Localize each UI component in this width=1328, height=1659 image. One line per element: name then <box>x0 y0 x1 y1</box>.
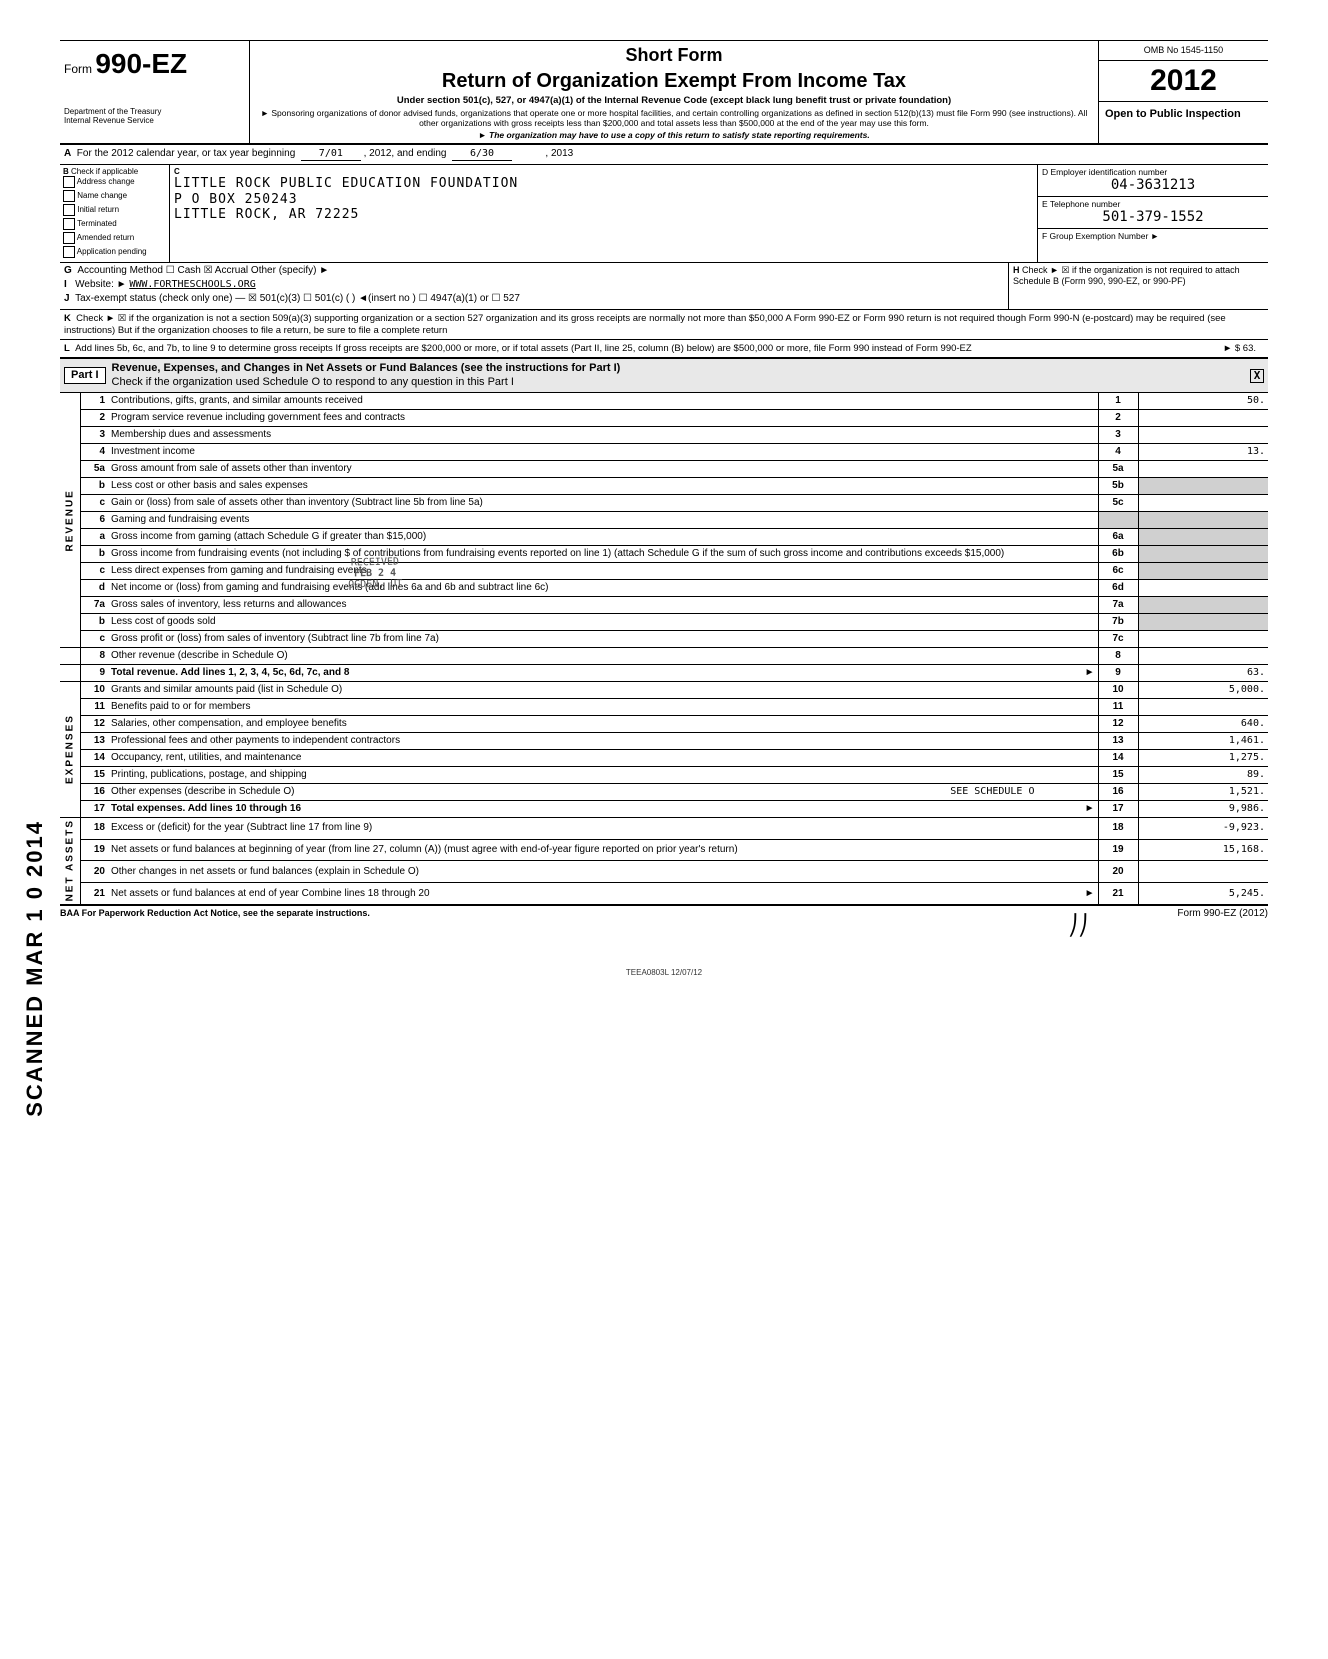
a-text: For the 2012 calendar year, or tax year … <box>77 148 295 159</box>
line-4: 4Investment income413. <box>60 443 1268 460</box>
website: WWW.FORTHESCHOOLS.ORG <box>129 279 255 290</box>
col-def: D Employer identification number 04-3631… <box>1038 165 1268 263</box>
col-b: B Check if applicable Address change Nam… <box>60 165 170 263</box>
line-12: 12Salaries, other compensation, and empl… <box>60 715 1268 732</box>
part1-header: Part I Revenue, Expenses, and Changes in… <box>60 358 1268 392</box>
dept-treasury: Department of the Treasury Internal Reve… <box>64 107 245 126</box>
subtitle: Under section 501(c), 527, or 4947(a)(1)… <box>258 95 1090 106</box>
header-left: Form 990-EZ Department of the Treasury I… <box>60 41 250 143</box>
form-number: 990-EZ <box>95 48 187 79</box>
received-stamp: RECEIVEDFEB 2 4OGDEN, UT <box>348 556 403 590</box>
a-mid: , 2012, and ending <box>364 148 447 159</box>
line-11: 11Benefits paid to or for members11 <box>60 698 1268 715</box>
line-7a: 7aGross sales of inventory, less returns… <box>60 596 1268 613</box>
line-6d: dNet income or (loss) from gaming and fu… <box>60 579 1268 596</box>
l-amount: ► $ 63. <box>1104 343 1264 354</box>
org-addr1: P O BOX 250243 <box>174 192 1033 208</box>
title-return: Return of Organization Exempt From Incom… <box>258 69 1090 93</box>
row-ghij: G Accounting Method ☐ Cash ☒ Accrual Oth… <box>60 263 1268 310</box>
line16-extra: SEE SCHEDULE O <box>950 786 1094 798</box>
b-item-1[interactable]: Name change <box>63 190 166 202</box>
line-7c: cGross profit or (loss) from sales of in… <box>60 630 1268 647</box>
b-item-0[interactable]: Address change <box>63 176 166 188</box>
line-6: 6Gaming and fundraising events <box>60 511 1268 528</box>
line-18: NET ASSETS 18Excess or (deficit) for the… <box>60 817 1268 839</box>
side-expenses: EXPENSES <box>60 681 80 817</box>
header-right: OMB No 1545-1150 2012 Open to Public Ins… <box>1098 41 1268 143</box>
line-5b: bLess cost or other basis and sales expe… <box>60 477 1268 494</box>
row-l: L Add lines 5b, 6c, and 7b, to line 9 to… <box>60 340 1268 358</box>
row-a: A For the 2012 calendar year, or tax yea… <box>60 145 1268 165</box>
footer-left: BAA For Paperwork Reduction Act Notice, … <box>60 908 1177 920</box>
side-netassets: NET ASSETS <box>60 817 80 904</box>
line-5a: 5aGross amount from sale of assets other… <box>60 460 1268 477</box>
part1-label: Part I <box>64 367 106 384</box>
line-2: 2Program service revenue including gover… <box>60 409 1268 426</box>
b-item-5[interactable]: Application pending <box>63 246 166 258</box>
line-6c: c Less direct expenses from gaming and f… <box>60 562 1268 579</box>
scanned-stamp: SCANNED MAR 1 0 2014 <box>22 820 48 1117</box>
line-20: 20Other changes in net assets or fund ba… <box>60 861 1268 883</box>
b-label: Check if applicable <box>71 167 138 176</box>
l-text: Add lines 5b, 6c, and 7b, to line 9 to d… <box>75 343 972 354</box>
open-to-public: Open to Public Inspection <box>1099 102 1268 127</box>
h-text: Check ► ☒ if the organization is not req… <box>1013 265 1240 286</box>
side-revenue: REVENUE <box>60 393 80 648</box>
row-k: K Check ► ☒ if the organization is not a… <box>60 310 1268 340</box>
f-cell: F Group Exemption Number ► <box>1038 229 1268 243</box>
org-name: LITTLE ROCK PUBLIC EDUCATION FOUNDATION <box>174 176 1033 192</box>
header-mid: Short Form Return of Organization Exempt… <box>250 41 1098 143</box>
part1-check[interactable]: X <box>1250 369 1264 383</box>
line-6a: aGross income from gaming (attach Schedu… <box>60 528 1268 545</box>
org-addr2: LITTLE ROCK, AR 72225 <box>174 207 1033 223</box>
h-cell: H Check ► ☒ if the organization is not r… <box>1008 263 1268 309</box>
line-5c: cGain or (loss) from sale of assets othe… <box>60 494 1268 511</box>
footer-right: Form 990-EZ (2012) <box>1177 908 1268 920</box>
line-6b: b Gross income from fundraising events (… <box>60 545 1268 562</box>
a-begin: 7/01 <box>301 148 361 161</box>
line-8: 8Other revenue (describe in Schedule O)8 <box>60 647 1268 664</box>
title-short-form: Short Form <box>258 45 1090 67</box>
line-9: 9Total revenue. Add lines 1, 2, 3, 4, 5c… <box>60 664 1268 681</box>
form-990ez: Form 990-EZ Department of the Treasury I… <box>60 40 1268 978</box>
line-15: 15Printing, publications, postage, and s… <box>60 766 1268 783</box>
a-endyear: , 2013 <box>545 148 573 159</box>
g-text: Accounting Method ☐ Cash ☒ Accrual Other… <box>77 265 329 276</box>
line-21: 21Net assets or fund balances at end of … <box>60 883 1268 905</box>
lines-table: REVENUE 1Contributions, gifts, grants, a… <box>60 393 1268 905</box>
line-14: 14Occupancy, rent, utilities, and mainte… <box>60 749 1268 766</box>
form-header: Form 990-EZ Department of the Treasury I… <box>60 41 1268 145</box>
e-cell: E Telephone number 501-379-1552 <box>1038 197 1268 229</box>
header-note: ► Sponsoring organizations of donor advi… <box>258 108 1090 128</box>
col-c: C LITTLE ROCK PUBLIC EDUCATION FOUNDATIO… <box>170 165 1038 263</box>
header-note2: ► The organization may have to use a cop… <box>258 130 1090 140</box>
line-1: REVENUE 1Contributions, gifts, grants, a… <box>60 393 1268 410</box>
k-text: Check ► ☒ if the organization is not a s… <box>64 313 1226 335</box>
line-17: 17Total expenses. Add lines 10 through 1… <box>60 800 1268 817</box>
a-end: 6/30 <box>452 148 512 161</box>
line-10: EXPENSES 10Grants and similar amounts pa… <box>60 681 1268 698</box>
teea-code: TEEA0803L 12/07/12 <box>60 968 1268 978</box>
d-cell: D Employer identification number 04-3631… <box>1038 165 1268 197</box>
ein: 04-3631213 <box>1042 177 1264 194</box>
line-19: 19Net assets or fund balances at beginni… <box>60 839 1268 861</box>
form-prefix: Form <box>64 62 92 76</box>
tax-year: 2012 <box>1099 61 1268 102</box>
omb-number: OMB No 1545-1150 <box>1099 41 1268 61</box>
line-13: 13Professional fees and other payments t… <box>60 732 1268 749</box>
block-bcdef: B Check if applicable Address change Nam… <box>60 165 1268 264</box>
b-item-4[interactable]: Amended return <box>63 232 166 244</box>
phone: 501-379-1552 <box>1042 209 1264 226</box>
line-16: 16Other expenses (describe in Schedule O… <box>60 783 1268 800</box>
line-3: 3Membership dues and assessments3 <box>60 426 1268 443</box>
b-item-3[interactable]: Terminated <box>63 218 166 230</box>
part1-sub: Check if the organization used Schedule … <box>112 376 514 388</box>
i-label: Website: ► <box>75 279 126 290</box>
b-item-2[interactable]: Initial return <box>63 204 166 216</box>
line-7b: bLess cost of goods sold7b <box>60 613 1268 630</box>
part1-title: Revenue, Expenses, and Changes in Net As… <box>112 362 621 374</box>
j-text: Tax-exempt status (check only one) — ☒ 5… <box>75 293 520 304</box>
